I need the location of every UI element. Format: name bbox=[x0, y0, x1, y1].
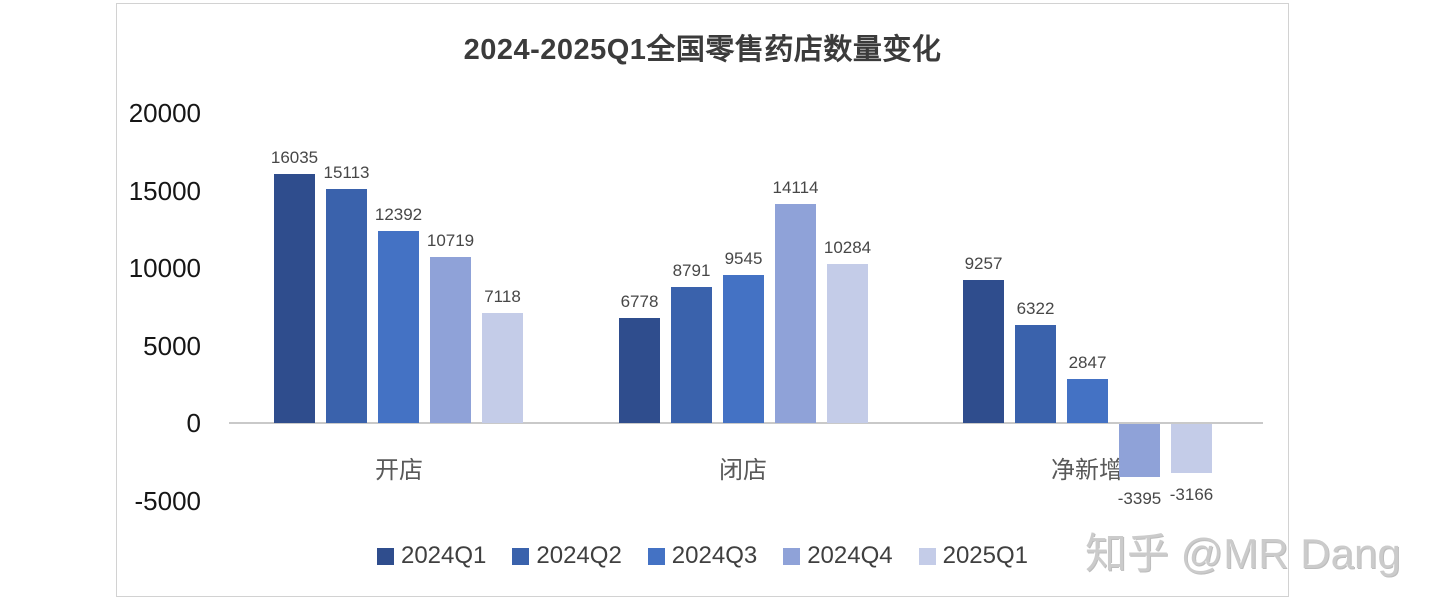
bar-2024q1 bbox=[619, 317, 660, 423]
bar-2024q4 bbox=[430, 256, 471, 423]
bar-value-label: 12392 bbox=[374, 204, 423, 224]
legend-item: 2024Q3 bbox=[647, 542, 758, 570]
bar-value-label: 10284 bbox=[823, 237, 872, 257]
bar-2025q1 bbox=[827, 263, 868, 423]
bar-value-label: 14114 bbox=[772, 178, 819, 198]
y-axis-tick-label: -5000 bbox=[134, 485, 202, 516]
chart-frame: 2024-2025Q1全国零售药店数量变化 20000 15000 10000 500… bbox=[116, 3, 1289, 597]
bar-value-label: 10719 bbox=[426, 230, 475, 250]
legend-item: 2025Q1 bbox=[918, 542, 1029, 570]
bar-2024q2 bbox=[326, 188, 367, 423]
bar-value-label: 9545 bbox=[724, 249, 763, 269]
legend-swatch-icon bbox=[647, 547, 665, 565]
legend-label: 2024Q3 bbox=[671, 542, 758, 569]
y-axis-tick-label: 20000 bbox=[128, 98, 201, 128]
category-label: 闭店 bbox=[719, 457, 767, 484]
bar-value-label: 6778 bbox=[620, 291, 659, 311]
bar-2025q1 bbox=[482, 312, 523, 423]
legend-label: 2024Q2 bbox=[536, 542, 622, 569]
bar-2024q2 bbox=[1015, 325, 1056, 423]
legend-item: 2024Q2 bbox=[512, 542, 622, 570]
legend-label: 2024Q4 bbox=[807, 542, 893, 569]
bar-value-label: 2847 bbox=[1068, 352, 1107, 372]
watermark: 知乎 @MR Dang bbox=[1085, 530, 1401, 577]
y-axis-tick-label: 15000 bbox=[128, 175, 201, 206]
bar-value-label: -3166 bbox=[1169, 485, 1214, 505]
bar-2024q1 bbox=[274, 174, 315, 423]
bar-value-label: 15113 bbox=[323, 162, 370, 182]
bar-2024q3 bbox=[378, 230, 419, 423]
bar-2024q1 bbox=[963, 279, 1004, 423]
legend-swatch-icon bbox=[918, 547, 936, 565]
legend-item: 2024Q4 bbox=[783, 542, 893, 570]
bar-value-label: 8791 bbox=[672, 260, 711, 280]
bar-2024q4 bbox=[1119, 424, 1160, 477]
plot-area: 20000 15000 10000 5000 0 -5000 开店 闭店 净新增 16035 677… bbox=[117, 4, 1288, 596]
legend-swatch-icon bbox=[512, 547, 530, 565]
bar-value-label: 7118 bbox=[484, 286, 521, 306]
y-axis-tick-label: 0 bbox=[186, 408, 201, 438]
legend-swatch-icon bbox=[783, 547, 801, 565]
bar-value-label: 9257 bbox=[964, 253, 1003, 273]
legend-label: 2024Q1 bbox=[400, 542, 487, 569]
bar-2025q1 bbox=[1171, 424, 1212, 474]
legend-item: 2024Q1 bbox=[376, 542, 487, 570]
bar-2024q4 bbox=[775, 204, 816, 423]
y-axis-tick-label: 10000 bbox=[128, 253, 201, 283]
bar-2024q3 bbox=[1067, 378, 1108, 423]
bar-value-label: 6322 bbox=[1016, 299, 1055, 318]
legend: 2024Q1 2024Q2 2024Q3 2024Q4 2025Q1 bbox=[117, 542, 1288, 570]
x-axis-line bbox=[229, 422, 1263, 424]
legend-swatch-icon bbox=[376, 547, 394, 565]
y-axis-tick-label: 5000 bbox=[143, 330, 201, 361]
legend-label: 2025Q1 bbox=[942, 542, 1029, 569]
category-label: 开店 bbox=[375, 457, 423, 484]
bar-2024q3 bbox=[723, 275, 764, 423]
bar-value-label: 16035 bbox=[270, 148, 319, 168]
category-label: 净新增 bbox=[1051, 457, 1123, 484]
chart-title: 2024-2025Q1全国零售药店数量变化 bbox=[463, 34, 942, 66]
bar-2024q2 bbox=[671, 286, 712, 423]
bar-value-label: -3395 bbox=[1117, 488, 1162, 508]
